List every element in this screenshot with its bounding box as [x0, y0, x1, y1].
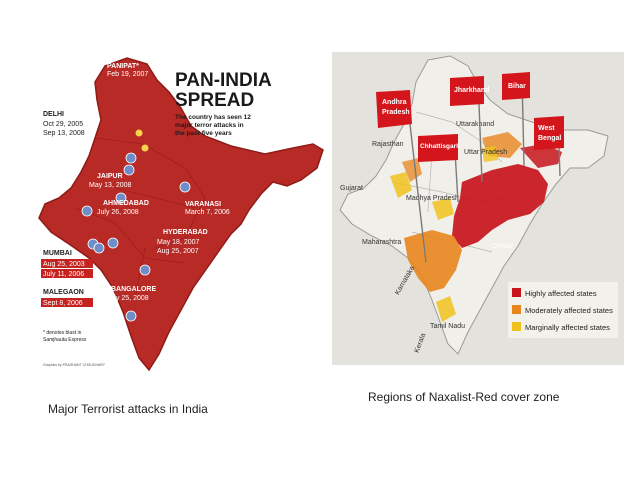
svg-text:July 11, 2006: July 11, 2006: [43, 271, 84, 278]
svg-text:Sept 8, 2006: Sept 8, 2006: [43, 300, 83, 307]
globe-marker-icon: [125, 152, 137, 164]
svg-text:May 13, 2008: May 13, 2008: [89, 182, 132, 189]
site-bangalore: BANGALORE July 25, 2008: [107, 286, 156, 302]
map-subheading-3: the past five years: [175, 130, 232, 137]
legend-swatch-moderate: [512, 305, 521, 314]
svg-text:Jharkhand: Jharkhand: [454, 87, 489, 94]
state-label: Madhya Pradesh: [406, 195, 459, 202]
flag-label: Bengal: [538, 135, 561, 142]
map-footnote-1: * denotes blast in: [43, 330, 82, 336]
site-ahmedabad: AHMEDABAD July 26, 2008: [97, 200, 149, 216]
globe-marker-icon: [93, 242, 105, 254]
flag-jharkhand: Jharkhand: [450, 76, 489, 183]
state-label: Uttarakhand: [456, 121, 494, 128]
svg-text:DELHI: DELHI: [43, 111, 64, 118]
svg-text:July 26, 2008: July 26, 2008: [97, 209, 139, 216]
map-legend: Highly affected states Moderately affect…: [508, 282, 618, 338]
map-heading-line2: SPREAD: [175, 90, 254, 111]
svg-text:Oct 29, 2005: Oct 29, 2005: [43, 121, 83, 128]
svg-text:Sep 13, 2008: Sep 13, 2008: [43, 130, 85, 137]
terror-attacks-map: PAN-INDIA SPREAD The country has seen 12…: [38, 57, 324, 372]
caption-terror-map: Major Terrorist attacks in India: [48, 402, 208, 416]
site-jaipur: JAIPUR May 13, 2008: [89, 173, 132, 189]
flag-andhra-pradesh: [376, 89, 427, 263]
globe-marker-icon: [123, 164, 135, 176]
svg-text:May 18, 2007: May 18, 2007: [157, 239, 200, 246]
svg-text:PANIPAT*: PANIPAT*: [107, 63, 139, 70]
flag-label: Andhra: [382, 99, 407, 106]
site-varanasi: VARANASI March 7, 2006: [185, 201, 230, 216]
svg-text:BANGALORE: BANGALORE: [111, 286, 156, 293]
state-label: Rajasthan: [372, 141, 404, 148]
svg-text:Chhattisgarh: Chhattisgarh: [420, 143, 460, 150]
svg-text:Aug 25, 2003: Aug 25, 2003: [43, 261, 85, 268]
legend-label: Marginally affected states: [525, 323, 610, 332]
globe-marker-icon: [125, 310, 137, 322]
globe-marker-icon: [115, 192, 127, 204]
map-heading-line1: PAN-INDIA: [175, 70, 272, 91]
marginally-affected-zone: [390, 146, 498, 322]
highly-affected-zone: [452, 144, 562, 248]
map-subheading-1: The country has seen 12: [175, 114, 251, 121]
svg-text:Aug 25, 2007: Aug 25, 2007: [157, 248, 199, 255]
legend-swatch-marginal: [512, 322, 521, 331]
legend-label: Moderately affected states: [525, 306, 613, 315]
globe-marker-icon: [179, 181, 191, 193]
state-label: Orissa: [492, 243, 512, 250]
india-landmass: [38, 57, 324, 372]
caption-naxal-map: Regions of Naxalist-Red cover zone: [368, 390, 560, 404]
flag-west-bengal: [534, 116, 564, 177]
flag-label: West: [538, 125, 555, 132]
svg-text:MALEGAON: MALEGAON: [43, 289, 84, 296]
site-malegaon: MALEGAON Sept 8, 2006: [41, 289, 93, 307]
blast-icon: [141, 144, 149, 152]
svg-text:Bihar: Bihar: [508, 83, 526, 90]
svg-text:JAIPUR: JAIPUR: [97, 173, 123, 180]
map-credit: Graphics by PRASHANT CHOUDHARY: [43, 363, 106, 367]
globe-marker-icon: [139, 264, 151, 276]
site-mumbai: MUMBAI Aug 25, 2003 July 11, 2006: [41, 250, 93, 278]
map-subheading-2: major terror attacks in: [175, 122, 244, 129]
svg-text:AHMEDABAD: AHMEDABAD: [103, 200, 149, 207]
blast-icon: [135, 129, 143, 137]
svg-text:MUMBAI: MUMBAI: [43, 250, 72, 257]
svg-text:March 7, 2006: March 7, 2006: [185, 209, 230, 216]
site-hyderabad: HYDERABAD May 18, 2007 Aug 25, 2007: [157, 229, 208, 255]
site-delhi: DELHI Oct 29, 2005 Sep 13, 2008: [43, 111, 85, 137]
flag-label: Pradesh: [382, 109, 410, 116]
state-label: Tamil Nadu: [430, 323, 465, 330]
state-label: Uttar Pradesh: [464, 149, 507, 156]
map-footnote-2: Samjhauta Express: [43, 337, 87, 343]
svg-text:Feb 19, 2007: Feb 19, 2007: [107, 71, 148, 78]
naxal-zone-map: Uttarakhand Rajasthan Uttar Pradesh Guja…: [332, 52, 624, 365]
globe-marker-icon: [107, 237, 119, 249]
site-panipat: PANIPAT* Feb 19, 2007: [107, 63, 148, 78]
state-label: Gujarat: [340, 185, 363, 192]
globe-marker-icon: [81, 205, 93, 217]
state-label: Maharashtra: [362, 239, 401, 246]
legend-swatch-high: [512, 288, 521, 297]
legend-label: Highly affected states: [525, 289, 597, 298]
svg-text:VARANASI: VARANASI: [185, 201, 221, 208]
svg-text:July 25, 2008: July 25, 2008: [107, 295, 149, 302]
svg-text:HYDERABAD: HYDERABAD: [163, 229, 208, 236]
flag-bihar: Bihar: [502, 72, 530, 167]
flag-chhattisgarh: Chhattisgarh: [418, 133, 460, 203]
